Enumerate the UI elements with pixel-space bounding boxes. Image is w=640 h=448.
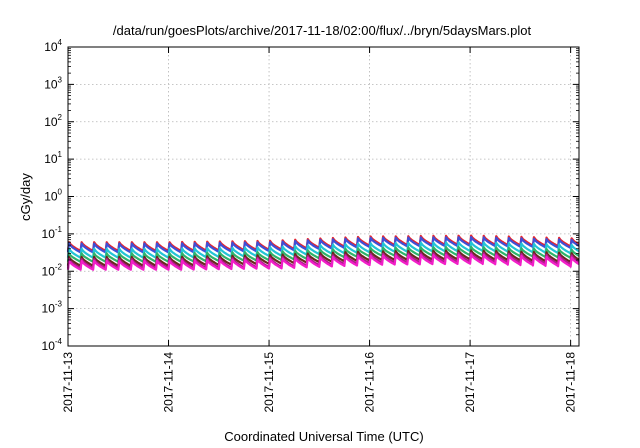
- x-tick-label: 2017-11-16: [363, 352, 377, 413]
- x-axis-ticks: 2017-11-13 2017-11-14 2017-11-15 2017-11-16…: [61, 47, 578, 413]
- x-tick-label: 2017-11-15: [262, 352, 276, 413]
- y-axis-label: cGy/day: [18, 173, 33, 221]
- series-lines: [66, 234, 580, 271]
- x-tick-label: 2017-11-14: [162, 352, 176, 413]
- chart-title: /data/run/goesPlots/archive/2017-11-18/0…: [113, 23, 532, 38]
- x-axis-label: Coordinated Universal Time (UTC): [224, 429, 423, 444]
- grid-lines: [68, 47, 579, 346]
- x-tick-label: 2017-11-17: [463, 352, 477, 413]
- y-tick-label: 10-1: [42, 225, 63, 241]
- x-tick-label: 2017-11-18: [564, 352, 578, 413]
- y-tick-label: 103: [44, 75, 62, 91]
- y-tick-label: 10-3: [42, 300, 63, 316]
- y-tick-label: 101: [44, 150, 62, 166]
- series-line-7: [66, 253, 580, 271]
- y-tick-label: 102: [44, 113, 62, 129]
- x-tick-label: 2017-11-13: [61, 352, 75, 413]
- y-tick-label: 10-4: [42, 337, 63, 353]
- y-tick-label: 100: [44, 188, 62, 204]
- y-axis-ticks: 10-4 10-3 10-2 10-1 100 101 102 103 104: [42, 38, 579, 353]
- y-tick-label: 104: [44, 38, 62, 54]
- y-tick-label: 10-2: [42, 262, 63, 278]
